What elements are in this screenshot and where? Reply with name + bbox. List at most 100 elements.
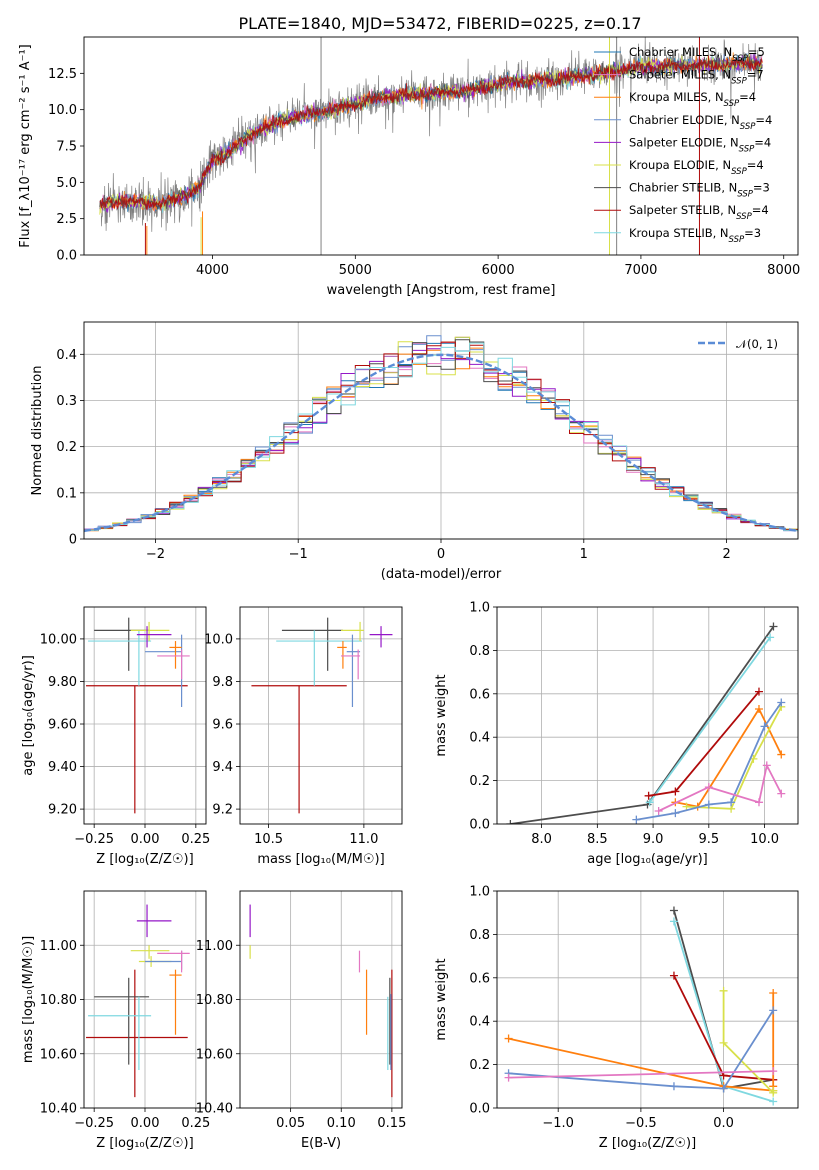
- y-axis-label: mass weight: [434, 674, 449, 756]
- plus-marker: [754, 704, 763, 713]
- y-tick-label: 10.80: [196, 993, 233, 1008]
- y-tick-label: 10.00: [40, 632, 77, 647]
- x-axis-label: Z [log₁₀(Z/Z☉)]: [96, 852, 193, 867]
- axes-weight_vs_Z: −1.0 −0.5 0.0 0.0 0.2 0.4 0.6 0.8 1.0 Z [log₁₀(Z/…: [434, 885, 799, 1151]
- plus-marker: [769, 988, 778, 997]
- errorbars-age_vs_mass: [251, 617, 393, 814]
- axes-frame-mass_vs_ebv: [239, 890, 403, 1109]
- axes-frame-age_vs_Z: [83, 606, 207, 825]
- x-axis-label: (data-model)/error: [381, 567, 502, 582]
- x-axis-label: wavelength [Angstrom, rest frame]: [327, 283, 556, 298]
- plus-marker: [682, 802, 691, 811]
- x-tick-label: 0.15: [377, 1116, 406, 1131]
- y-tick-label: 0.2: [469, 1058, 490, 1073]
- data-point: [145, 634, 183, 707]
- x-tick-label: −0.25: [74, 1116, 114, 1131]
- y-tick-label: 2.5: [56, 212, 77, 227]
- plus-marker: [704, 783, 713, 792]
- x-tick-label: 8000: [767, 263, 800, 278]
- y-axis-label: mass weight: [434, 958, 449, 1040]
- axes-frame-spectrum: [83, 36, 799, 256]
- legend-label: Salpeter STELIB, NSSP=4: [629, 203, 769, 222]
- plus-marker: [727, 798, 736, 807]
- plus-marker: [632, 815, 641, 824]
- x-tick-label: 1: [580, 547, 588, 562]
- y-tick-label: 0.2: [56, 440, 77, 455]
- axes-frame-weight_vs_age: [496, 606, 799, 825]
- weight-line: [508, 1070, 774, 1079]
- y-tick-label: 0.6: [469, 687, 490, 702]
- histograms: [84, 335, 798, 533]
- lines-weight_vs_Z: [504, 906, 778, 1106]
- y-tick-label: 9.80: [48, 675, 77, 690]
- y-tick-label: 12.5: [48, 67, 77, 82]
- legend-label: Salpeter ELODIE, NSSP=4: [629, 135, 771, 154]
- y-tick-label: 0.8: [469, 644, 490, 659]
- plus-marker: [769, 1006, 778, 1015]
- y-axis-label: Flux [f_λ10⁻¹⁷ erg cm⁻² s⁻¹ A⁻¹]: [18, 44, 33, 248]
- x-axis-label: age [log₁₀(age/yr)]: [587, 852, 708, 867]
- x-tick-label: 8.0: [531, 832, 552, 847]
- y-tick-label: 0.2: [469, 774, 490, 789]
- y-tick-label: 10.60: [196, 1047, 233, 1062]
- plus-marker: [769, 1067, 778, 1076]
- figure-title: PLATE=1840, MJD=53472, FIBERID=0225, z=0…: [238, 14, 641, 33]
- y-tick-label: 10.40: [196, 1102, 233, 1117]
- data-point: [157, 950, 190, 973]
- weight-series: [644, 687, 763, 800]
- y-axis-label: mass [log₁₀(M/M☉)]: [21, 936, 36, 1063]
- plus-marker: [719, 1084, 728, 1093]
- weight-series: [645, 633, 775, 807]
- y-tick-label: 10.40: [40, 1102, 77, 1117]
- y-tick-label: 9.6: [212, 718, 233, 733]
- x-tick-label: 0.25: [181, 832, 210, 847]
- y-tick-label: 0.1: [56, 486, 77, 501]
- y-tick-label: 11.00: [40, 939, 77, 954]
- y-tick-label: 0.0: [469, 818, 490, 833]
- y-tick-label: 7.5: [56, 140, 77, 155]
- plus-marker: [777, 698, 786, 707]
- errorbars-mass_vs_ebv: [249, 904, 393, 1098]
- axes-frame-weight_vs_Z: [496, 890, 799, 1109]
- x-tick-label: −1.0: [542, 1116, 574, 1131]
- data-point: [341, 649, 361, 680]
- y-tick-label: 11.00: [196, 939, 233, 954]
- plus-marker: [669, 906, 678, 915]
- y-tick-label: 0.6: [469, 971, 490, 986]
- x-axis-label: E(B-V): [301, 1136, 341, 1151]
- plus-marker: [769, 1086, 778, 1095]
- plus-marker: [504, 1073, 513, 1082]
- weight-series: [632, 698, 786, 824]
- y-tick-label: 9.20: [48, 803, 77, 818]
- y-tick-label: 9.4: [212, 760, 233, 775]
- x-tick-label: 9.0: [643, 832, 664, 847]
- x-tick-label: 6000: [482, 263, 515, 278]
- x-tick-label: −2: [146, 547, 165, 562]
- data-point: [169, 641, 182, 669]
- data-point: [94, 977, 150, 1065]
- plus-marker: [760, 722, 769, 731]
- x-tick-label: 7000: [624, 263, 657, 278]
- plus-marker: [504, 1034, 513, 1043]
- data-point: [157, 649, 190, 680]
- axes-weight_vs_age: 8.0 8.5 9.0 9.5 10.0 0.0 0.2 0.4 0.6 0.8 1.0 age [l…: [434, 601, 799, 867]
- histogram-step: [84, 342, 798, 532]
- gaussian-curve: [84, 353, 798, 533]
- y-tick-label: 0.4: [56, 348, 77, 363]
- y-tick-label: 10.0: [204, 632, 233, 647]
- y-tick-label: 0.0: [56, 249, 77, 264]
- x-tick-label: 9.5: [698, 832, 719, 847]
- data-point: [86, 685, 188, 814]
- y-tick-label: 0.8: [469, 928, 490, 943]
- plus-marker: [645, 798, 654, 807]
- x-tick-label: 0.00: [131, 1116, 160, 1131]
- plot-layer: 4000 5000 6000 7000 80000.02.55.07.510.012.5…: [18, 36, 800, 1151]
- weight-series: [719, 986, 778, 1097]
- plus-marker: [777, 750, 786, 759]
- legend-label: Chabrier ELODIE, NSSP=4: [629, 113, 772, 132]
- x-tick-label: −1: [289, 547, 308, 562]
- plus-marker: [777, 789, 786, 798]
- y-tick-label: 1.0: [469, 601, 490, 616]
